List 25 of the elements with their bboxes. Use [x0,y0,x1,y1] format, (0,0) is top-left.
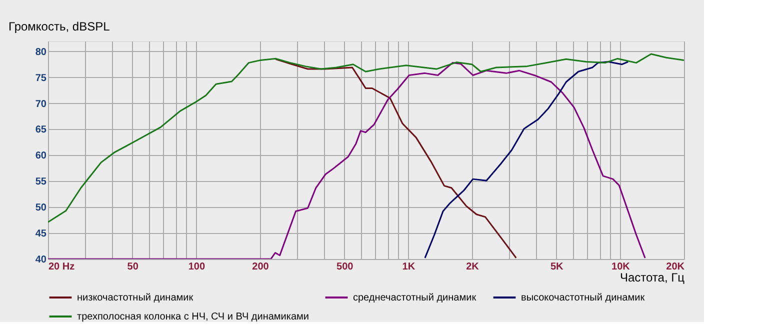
legend-label: низкочастотный динамик [77,292,194,304]
y-tick-label: 50 [35,202,47,214]
x-tick-label: 50 [127,262,139,272]
legend-label: трехполосная колонка с НЧ, СЧ и ВЧ динамиками [77,312,309,322]
y-tick-label: 55 [35,176,47,188]
x-tick-label: 2K [466,262,480,272]
y-tick-label: 70 [35,98,47,110]
x-tick-label: 1K [402,262,416,272]
legend-label: высокочастотный динамик [521,292,646,304]
y-axis-title: Громкость, dBSPL [8,20,110,34]
x-tick-label: 500 [336,262,354,272]
legend-label: среднечастотный динамик [353,292,477,304]
x-axis-title: Частота, Гц [620,270,685,284]
y-tick-label: 45 [35,228,47,240]
x-tick-label: 100 [188,262,206,272]
y-tick-label: 40 [35,254,47,266]
x-tick-label: 5K [550,262,564,272]
y-tick-label: 60 [35,150,47,162]
x-tick-label: 10K [612,262,631,272]
y-tick-label: 80 [35,46,47,58]
x-tick-label: 20 Hz [48,262,75,272]
x-tick-label: 20K [666,262,686,272]
y-tick-label: 65 [35,124,47,136]
x-tick-label: 200 [252,262,270,272]
y-tick-label: 75 [35,72,47,84]
